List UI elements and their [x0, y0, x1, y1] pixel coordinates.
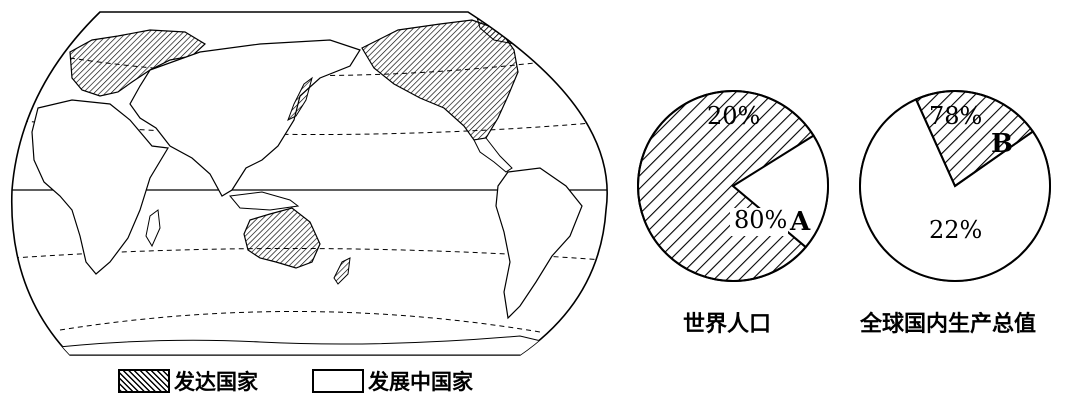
pie-1-letter-label: B — [991, 129, 1013, 159]
pie-1-slice-0 — [859, 98, 1051, 282]
pie-title-gdp: 全球国内生产总值 — [860, 312, 1037, 337]
australia-developed — [243, 207, 321, 269]
world-map — [10, 11, 608, 356]
antarctic-circle-line — [59, 310, 541, 333]
legend-swatch-blank — [312, 369, 364, 393]
pie-1-label-bg-1 — [925, 218, 981, 246]
central-america-landmass — [473, 137, 513, 173]
se-asia-islands — [229, 191, 300, 211]
pie-0-value-label-1: 20% — [707, 102, 760, 130]
north-america-developed — [361, 19, 519, 141]
pie-1-value-label-1: 22% — [929, 216, 982, 244]
legend-developed: 发达国家 — [118, 366, 258, 396]
pie-0-letter-label: A — [789, 207, 811, 237]
legend-label-developing: 发展中国家 — [368, 370, 473, 394]
new-zealand-developed — [333, 257, 351, 285]
africa-landmass — [31, 99, 169, 275]
antarctica-coast — [29, 335, 601, 355]
pie-0-slice-1 — [731, 134, 829, 249]
legend-swatch-hatched — [118, 369, 170, 393]
madagascar-landmass — [145, 209, 161, 248]
pie-title-population: 世界人口 — [683, 312, 772, 337]
pie-1-slice-1 — [914, 90, 1035, 188]
pie-charts: 80% A 20% 78% B 22% — [637, 90, 1051, 282]
japan-developed — [287, 76, 313, 122]
south-america-landmass — [495, 167, 583, 320]
legend-developing: 发展中国家 — [312, 366, 473, 396]
legend-label-developed: 发达国家 — [174, 370, 258, 394]
europe-developed — [69, 29, 206, 97]
pie-0-value-label-0: 80% — [734, 206, 787, 234]
tropic-of-cancer-line — [13, 119, 605, 136]
pie-1-value-label-0: 78% — [929, 102, 982, 130]
pie-0-label-bg-0 — [730, 208, 788, 236]
asia-landmass — [129, 39, 361, 197]
